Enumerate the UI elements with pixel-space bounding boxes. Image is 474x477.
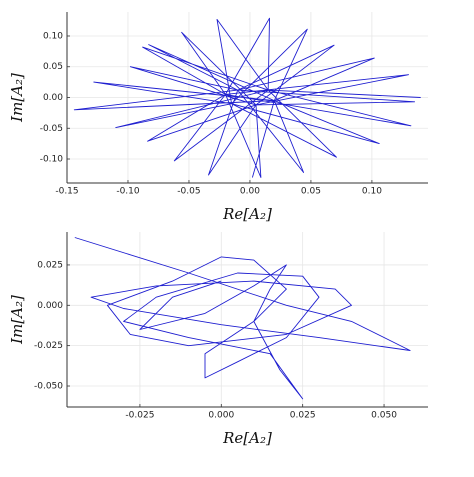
x-tick-label: 0.05 bbox=[301, 187, 321, 197]
x-tick-label: 0.050 bbox=[371, 411, 397, 421]
y-tick-label: -0.025 bbox=[34, 341, 63, 351]
trajectory bbox=[74, 237, 411, 400]
y-tick-label: -0.10 bbox=[40, 155, 64, 165]
x-axis-label: Re[A₂] bbox=[222, 205, 272, 223]
y-tick-label: 0.10 bbox=[43, 31, 63, 41]
y-tick-label: 0.05 bbox=[43, 62, 63, 72]
y-tick-label: 0.025 bbox=[37, 260, 63, 270]
x-tick-label: 0.10 bbox=[362, 187, 382, 197]
x-tick-label: 0.00 bbox=[240, 187, 260, 197]
y-tick-label: -0.05 bbox=[40, 124, 63, 134]
trajectory bbox=[73, 17, 421, 178]
y-axis-label: Im[A₂] bbox=[8, 295, 26, 345]
x-tick-label: -0.05 bbox=[177, 187, 200, 197]
x-tick-label: -0.15 bbox=[55, 187, 78, 197]
y-tick-label: 0.00 bbox=[43, 93, 63, 103]
x-axis-label: Re[A₂] bbox=[222, 429, 272, 447]
y-tick-label: -0.050 bbox=[34, 382, 63, 392]
y-tick-label: 0.000 bbox=[37, 301, 63, 311]
x-tick-label: -0.025 bbox=[125, 411, 154, 421]
x-tick-label: 0.000 bbox=[208, 411, 234, 421]
x-tick-label: -0.10 bbox=[116, 187, 140, 197]
x-tick-label: 0.025 bbox=[290, 411, 316, 421]
y-axis-label: Im[A₂] bbox=[8, 73, 26, 123]
